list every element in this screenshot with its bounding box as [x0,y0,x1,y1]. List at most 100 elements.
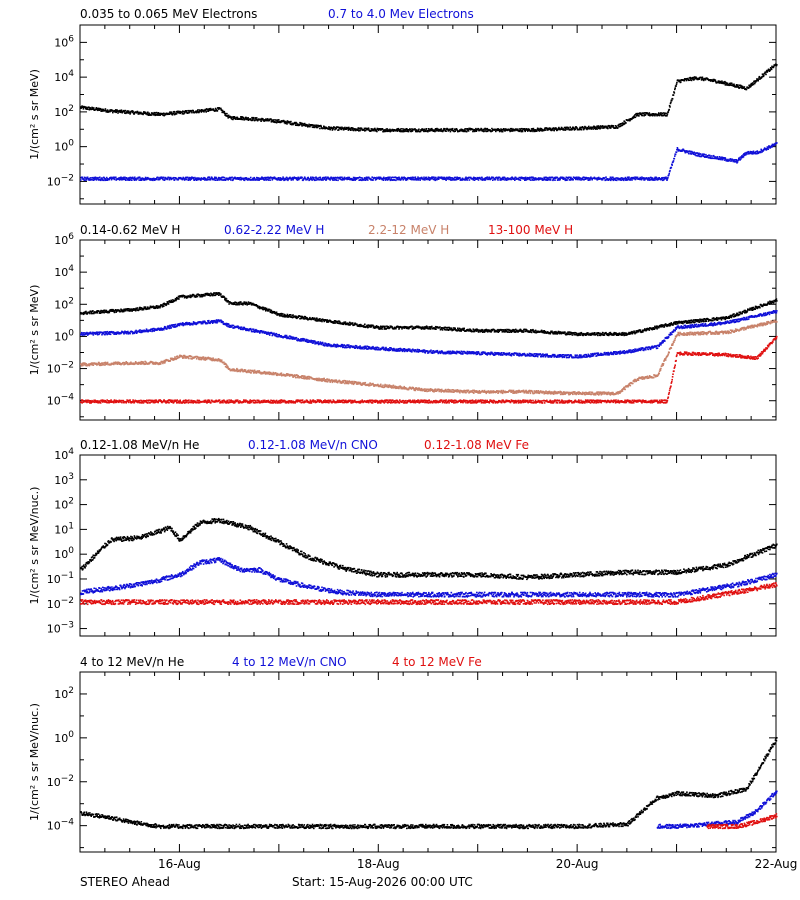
data-point [116,109,118,111]
data-point [292,314,294,316]
data-point [226,112,228,115]
data-point [382,130,385,133]
data-point [623,179,625,182]
data-point [710,155,713,157]
data-point [115,176,117,179]
data-point [451,129,453,132]
data-point [80,179,82,181]
data-point [292,179,294,181]
data-point [251,119,254,122]
data-point [388,178,390,180]
data-point [147,306,149,308]
data-point [203,111,205,113]
data-point [112,176,114,179]
data-point [121,310,124,313]
data-point [384,129,386,131]
data-point [333,177,336,179]
data-point [636,176,639,179]
data-point [157,178,160,181]
data-point [578,176,580,179]
data-point [285,121,288,124]
data-point [722,82,725,85]
data-point [89,179,91,181]
data-point [576,178,579,181]
data-point [481,329,484,331]
data-point [172,176,175,179]
data-point [146,112,148,115]
data-point [405,130,407,132]
data-point [418,128,420,131]
data-point [741,312,743,315]
data-point [376,130,378,133]
data-point [734,159,737,161]
data-point [93,179,95,181]
data-point [623,334,625,337]
data-point [587,332,589,334]
data-point [122,109,125,112]
data-point [159,176,162,179]
data-point [428,128,430,130]
data-point [252,179,255,181]
data-point [108,310,110,313]
data-point [372,179,374,181]
data-point [587,126,589,129]
data-point [597,126,599,128]
data-point [559,179,561,181]
data-point [385,130,387,133]
data-point [131,310,133,312]
data-point [221,109,224,112]
data-point [640,178,642,180]
data-point [579,334,581,336]
data-point [448,129,450,131]
data-point [168,113,171,115]
data-point [748,84,750,87]
data-point [767,146,770,148]
data-point [603,127,606,129]
data-point [738,84,741,87]
data-point [182,178,184,180]
data-point [204,109,207,112]
data-point [395,179,397,182]
data-point [202,178,205,181]
data-point [620,124,623,127]
data-point [232,116,235,118]
data-point [712,80,714,83]
data-point [222,176,224,178]
data-point [399,130,401,133]
data-point [754,82,756,85]
data-point [578,178,580,181]
data-point [128,111,131,114]
data-point [417,179,420,181]
data-point [497,179,499,181]
data-point [750,151,753,153]
data-point [745,88,748,91]
data-point [205,111,207,113]
data-point [158,112,160,115]
data-point [92,310,94,312]
data-point [562,177,564,179]
data-point [163,179,166,181]
data-point [574,177,577,179]
panel1-ytick-label: 10−2 [47,173,74,188]
data-point [732,160,734,163]
data-point [578,127,581,130]
data-point [768,70,771,72]
data-point [692,152,694,155]
data-point [181,111,183,114]
data-point [473,130,476,133]
data-point [366,176,369,179]
data-point [753,80,756,82]
data-point [607,179,610,181]
data-point [427,177,429,180]
data-point [328,177,330,180]
data-point [92,179,94,181]
data-point [346,178,348,181]
data-point [254,119,256,121]
data-point [100,309,102,312]
data-point [385,177,387,179]
data-point [131,179,133,181]
data-point [176,112,178,115]
data-point [525,179,527,181]
data-point [208,108,210,110]
data-point [289,314,292,316]
